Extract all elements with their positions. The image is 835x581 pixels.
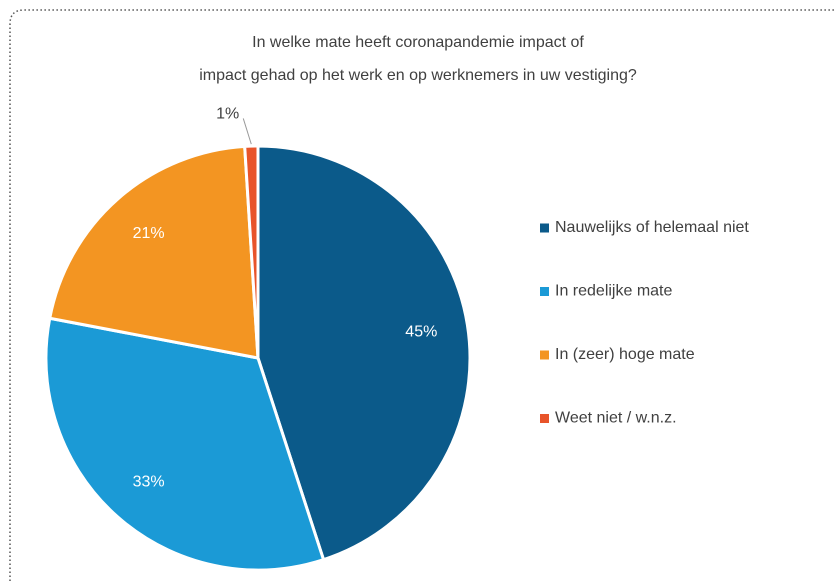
leader-line: [242, 118, 252, 145]
legend-swatch: [540, 287, 549, 296]
pie-slice: [243, 144, 260, 359]
data-label: 1%: [216, 106, 239, 123]
legend-label: Weet niet / w.n.z.: [555, 410, 677, 427]
legend-swatch: [540, 414, 549, 423]
legend-swatch: [540, 223, 549, 233]
data-label: 45%: [405, 323, 437, 340]
pie-slice: [47, 144, 260, 360]
pie-slice: [44, 316, 326, 572]
legend-label: In redelijke mate: [555, 283, 672, 300]
legend-label: Nauwelijks of helemaal niet: [555, 219, 749, 236]
data-label: 21%: [133, 225, 165, 242]
frame: [9, 9, 835, 581]
legend-swatch: [540, 350, 549, 360]
chart-title: In welke mate heeft coronapandemie impac…: [252, 34, 584, 51]
legend-label: In (zeer) hoge mate: [555, 346, 695, 363]
pie-slice: [256, 144, 472, 562]
data-label: 33%: [133, 473, 165, 490]
chart-title: impact gehad op het werk en op werknemer…: [199, 67, 637, 84]
